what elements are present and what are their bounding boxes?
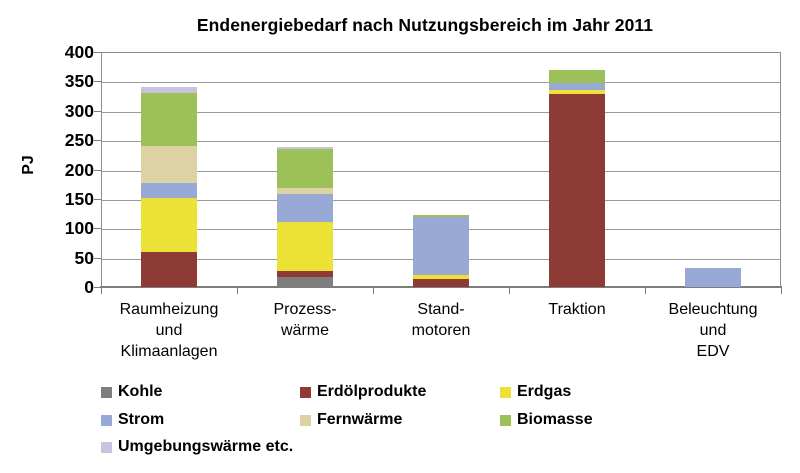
x-tick-mark: [781, 287, 782, 294]
bar-stack: [413, 52, 469, 287]
x-tick-mark: [509, 287, 510, 294]
gridline: [102, 82, 780, 83]
bar-stack: [685, 52, 741, 287]
legend-label: Strom: [118, 410, 165, 428]
legend-swatch-strom: [101, 414, 112, 426]
x-category-label-line: Traktion: [548, 301, 606, 318]
legend-label: Erdgas: [517, 383, 572, 400]
y-tick-mark: [94, 287, 101, 288]
x-category-label-line: und: [155, 322, 183, 339]
x-category-label-line: motoren: [411, 322, 471, 339]
bar-stack: [277, 52, 333, 287]
bar-segment-erd-lprodukte: [277, 271, 333, 278]
y-tick-label: 150: [64, 189, 94, 209]
legend-swatch-umgebungsw-rme-etc-: [101, 442, 112, 453]
x-category-label: Stand-motoren: [366, 299, 516, 341]
bar-segment-erd-lprodukte: [549, 94, 605, 287]
x-category-label: Beleuchtung und EDV: [638, 299, 788, 362]
legend-label: Umgebungswärme etc.: [118, 438, 294, 455]
x-category-label-line: wärme: [280, 322, 329, 339]
bar-stack: [141, 52, 197, 287]
x-category-label: Prozess-wärme: [230, 299, 380, 341]
bar-segment-fernw-rme: [141, 146, 197, 184]
y-tick-label: 100: [64, 218, 94, 238]
bar-segment-fernw-rme: [277, 188, 333, 195]
x-category-label-line: Raumheizung: [119, 301, 219, 318]
bar-stack: [549, 52, 605, 287]
y-tick-mark: [94, 228, 101, 229]
y-tick-mark: [94, 140, 101, 141]
x-tick-mark: [645, 287, 646, 294]
x-category-label: Raumheizung und Klimaanlagen: [94, 299, 244, 362]
legend-label: Biomasse: [517, 410, 593, 428]
x-category-label: Traktion: [502, 299, 652, 320]
x-axis-line: [100, 286, 782, 288]
legend-swatch-kohle: [101, 387, 112, 398]
x-category-label-line: Beleuchtung: [668, 301, 758, 318]
x-category-label-line: Stand-: [417, 301, 465, 318]
y-tick-label: 250: [64, 130, 94, 150]
bar-segment-biomasse: [277, 148, 333, 189]
bar-segment-umgebungsw-rme-etc-: [277, 147, 333, 149]
bar-segment-erdgas: [549, 90, 605, 95]
bar-segment-biomasse: [141, 93, 197, 146]
y-tick-label: 400: [64, 42, 94, 62]
bar-segment-umgebungsw-rme-etc-: [141, 86, 197, 94]
y-tick-mark: [94, 170, 101, 171]
y-tick-label: 350: [64, 71, 94, 91]
x-tick-mark: [237, 287, 238, 294]
y-tick-mark: [94, 258, 101, 259]
x-category-label-line: EDV: [696, 343, 730, 360]
x-category-label-line: und: [699, 322, 727, 339]
x-category-label-line: Klimaanlagen: [120, 343, 218, 360]
bar-segment-erdgas: [413, 274, 469, 279]
bar-segment-erdgas: [141, 197, 197, 253]
bar-segment-erd-lprodukte: [141, 252, 197, 287]
y-tick-mark: [94, 111, 101, 112]
gridline: [102, 200, 780, 201]
bar-segment-strom: [277, 194, 333, 223]
x-tick-mark: [373, 287, 374, 294]
legend-swatch-biomasse: [500, 414, 511, 426]
y-tick-mark: [94, 81, 101, 82]
bar-segment-strom: [549, 82, 605, 91]
bar-segment-biomasse: [549, 70, 605, 83]
gridline: [102, 112, 780, 113]
legend-swatch-erd-lprodukte: [300, 387, 311, 398]
gridline: [102, 171, 780, 172]
legend-label: Fernwärme: [317, 410, 403, 428]
y-tick-mark: [94, 52, 101, 53]
chart-title: Endenergiebedarf nach Nutzungsbereich im…: [196, 15, 654, 35]
bar-segment-erdgas: [277, 222, 333, 272]
x-category-label-line: Prozess-: [273, 301, 337, 318]
y-tick-label: 300: [64, 101, 94, 121]
y-tick-label: 200: [64, 160, 94, 180]
y-tick-mark: [94, 199, 101, 200]
bar-segment-biomasse: [413, 215, 469, 217]
bar-segment-strom: [141, 183, 197, 198]
y-tick-label: 50: [74, 248, 94, 268]
bar-segment-strom: [413, 216, 469, 275]
bar-segment-strom: [685, 268, 741, 287]
x-tick-mark: [101, 287, 102, 294]
bar-segment-kohle: [277, 277, 333, 287]
legend-swatch-erdgas: [500, 387, 511, 398]
legend-label: Kohle: [118, 383, 163, 400]
y-tick-label: 0: [84, 277, 94, 297]
legend-label: Erdölprodukte: [317, 383, 427, 400]
gridline: [102, 141, 780, 142]
bar-segment-erd-lprodukte: [413, 278, 469, 287]
legend-swatch-fernw-rme: [300, 414, 311, 426]
